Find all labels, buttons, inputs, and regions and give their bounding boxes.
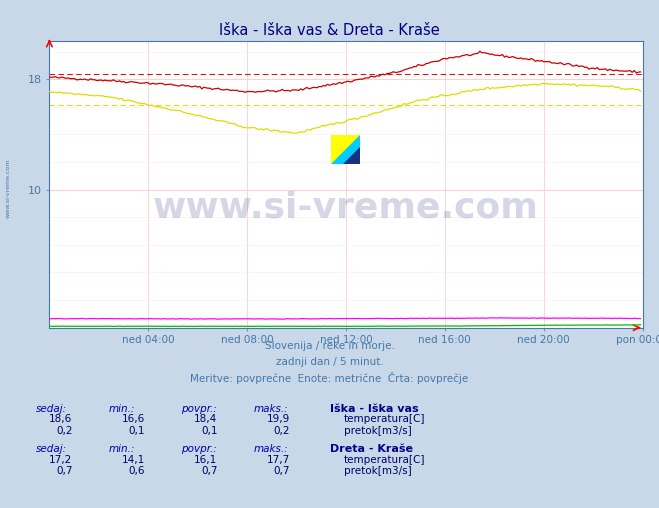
Text: sedaj:: sedaj:: [36, 404, 67, 414]
Text: zadnji dan / 5 minut.: zadnji dan / 5 minut.: [275, 357, 384, 367]
Text: 17,2: 17,2: [49, 455, 72, 465]
Text: temperatura[C]: temperatura[C]: [344, 414, 426, 424]
Polygon shape: [343, 147, 360, 164]
Text: povpr.:: povpr.:: [181, 444, 217, 455]
Text: 0,2: 0,2: [56, 426, 72, 436]
Text: 0,6: 0,6: [129, 466, 145, 477]
Text: 0,7: 0,7: [56, 466, 72, 477]
Text: pretok[m3/s]: pretok[m3/s]: [344, 426, 412, 436]
Text: povpr.:: povpr.:: [181, 404, 217, 414]
Text: 0,1: 0,1: [129, 426, 145, 436]
Text: 0,1: 0,1: [201, 426, 217, 436]
Polygon shape: [331, 135, 360, 164]
Text: 0,7: 0,7: [201, 466, 217, 477]
Text: sedaj:: sedaj:: [36, 444, 67, 455]
Text: Slovenija / reke in morje.: Slovenija / reke in morje.: [264, 341, 395, 352]
Text: www.si-vreme.com: www.si-vreme.com: [6, 158, 11, 218]
Text: 14,1: 14,1: [122, 455, 145, 465]
Text: 18,6: 18,6: [49, 414, 72, 424]
Text: maks.:: maks.:: [254, 404, 289, 414]
Text: 0,7: 0,7: [273, 466, 290, 477]
Text: 16,1: 16,1: [194, 455, 217, 465]
Polygon shape: [331, 135, 360, 164]
Text: 0,2: 0,2: [273, 426, 290, 436]
Text: 19,9: 19,9: [267, 414, 290, 424]
Text: temperatura[C]: temperatura[C]: [344, 455, 426, 465]
Text: www.si-vreme.com: www.si-vreme.com: [153, 190, 539, 224]
Text: 16,6: 16,6: [122, 414, 145, 424]
Text: 18,4: 18,4: [194, 414, 217, 424]
Text: 17,7: 17,7: [267, 455, 290, 465]
Text: Meritve: povprečne  Enote: metrične  Črta: povprečje: Meritve: povprečne Enote: metrične Črta:…: [190, 372, 469, 384]
Text: min.:: min.:: [109, 404, 135, 414]
Text: Dreta - Kraše: Dreta - Kraše: [330, 444, 413, 455]
Text: maks.:: maks.:: [254, 444, 289, 455]
Text: min.:: min.:: [109, 444, 135, 455]
Text: Iška - Iška vas & Dreta - Kraše: Iška - Iška vas & Dreta - Kraše: [219, 23, 440, 38]
Text: pretok[m3/s]: pretok[m3/s]: [344, 466, 412, 477]
Text: Iška - Iška vas: Iška - Iška vas: [330, 404, 418, 414]
